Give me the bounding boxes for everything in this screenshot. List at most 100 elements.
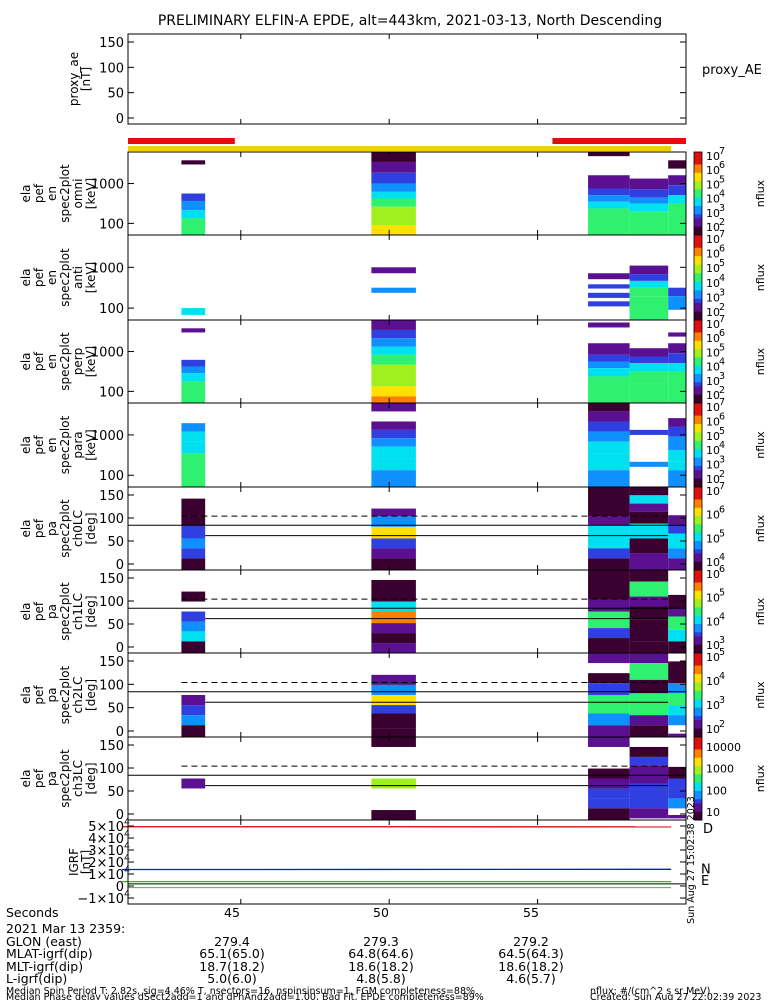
y-axis-label-line: en: [45, 354, 59, 369]
heatmap-cell: [181, 548, 206, 559]
footer-value: 18.6(18.2): [498, 959, 563, 974]
colorbar-label-base: 10: [706, 332, 720, 345]
colorbar-cell: [694, 394, 702, 400]
colorbar-cell: [694, 172, 702, 178]
colorbar-cell: [694, 495, 702, 500]
colorbar-cell: [694, 682, 702, 688]
colorbar-cell: [694, 511, 702, 517]
heatmap-cell: [371, 183, 416, 192]
heatmap-cell: [371, 329, 416, 339]
colorbar-cell: [694, 390, 702, 396]
colorbar-cell: [694, 230, 702, 236]
y-axis-label-line: pef: [32, 267, 46, 287]
heatmap-cell: [371, 429, 416, 439]
colorbar-cell: [694, 357, 702, 362]
y-tick-label: 0: [116, 558, 124, 573]
colorbar-cell: [694, 699, 702, 704]
heatmap-cell: [181, 558, 206, 570]
colorbar-cell: [694, 340, 702, 346]
colorbar-label-exp: 3: [719, 635, 725, 646]
y-tick-label: 1×10: [88, 868, 124, 883]
heatmap-cell: [668, 788, 686, 799]
colorbar-cell: [694, 181, 702, 186]
colorbar-label-exp: 4: [719, 440, 725, 451]
colorbar-cell: [694, 803, 702, 809]
colorbar-cell: [694, 349, 702, 354]
colorbar-cell: [694, 603, 702, 608]
colorbar-cell: [694, 607, 702, 612]
heatmap-cell: [181, 695, 206, 706]
heatmap-cell: [629, 371, 669, 384]
colorbar-cell: [694, 545, 702, 550]
y-tick-label: 150: [99, 36, 124, 51]
colorbar-cell: [694, 185, 702, 190]
y-tick-label: 100: [99, 217, 124, 232]
colorbar-cell: [694, 720, 702, 725]
colorbar-label-exp: 4: [719, 671, 725, 682]
heatmap-cell: [629, 808, 669, 819]
colorbar-cell: [694, 264, 702, 270]
heatmap-cell: [668, 371, 686, 403]
heatmap-cell: [668, 641, 686, 653]
heatmap-cell: [588, 152, 630, 157]
colorbar-cell: [694, 398, 702, 404]
colorbar-cell: [694, 218, 702, 224]
footer-value: 64.5(64.3): [498, 946, 563, 961]
colorbar-label-base: 10: [706, 389, 720, 402]
colorbar-cell: [694, 466, 702, 471]
igrf-label-E: E: [701, 874, 709, 889]
heatmap-cell: [588, 273, 630, 280]
heatmap-cell: [371, 633, 416, 644]
y-axis-label-line: ch2LC: [71, 677, 85, 714]
heatmap-cell: [588, 768, 630, 779]
colorbar-cell: [694, 553, 702, 559]
colorbar-cell: [694, 711, 702, 717]
colorbar-cell: [694, 411, 702, 417]
heatmap-cell: [371, 458, 416, 471]
heatmap-cell: [588, 683, 630, 695]
y-axis-label: ela pef pa spec2plot ch2LC [deg]: [19, 665, 98, 724]
colorbar-label-base: 10: [706, 277, 720, 290]
heatmap-cell: [371, 198, 416, 207]
y-tick-exponent: 4: [124, 829, 130, 840]
colorbar-label-exp: 3: [719, 287, 725, 298]
colorbar-cell: [694, 628, 702, 633]
y-axis-label: ela pef pa spec2plot ch1LC [deg]: [19, 582, 98, 641]
heatmap-cell: [629, 756, 669, 766]
heatmap-cell: [668, 661, 686, 684]
heatmap-cell: [588, 208, 630, 235]
heatmap-cell: [668, 525, 686, 534]
colorbar-label-exp: 5: [719, 647, 725, 658]
panel-frame: [127, 819, 687, 905]
colorbar-cell: [694, 678, 702, 683]
heatmap-cell: [371, 287, 416, 293]
colorbar-cell: [694, 619, 702, 625]
colorbar-label-base: 10: [706, 401, 720, 414]
heatmap-cell: [181, 516, 206, 526]
y-axis-label-line: pa: [45, 771, 59, 786]
heatmap-cell: [668, 426, 686, 437]
heatmap-cell: [371, 386, 416, 397]
colorbar-cell: [694, 152, 702, 157]
fgm-red-bar-left: [128, 138, 235, 144]
colorbar-cell: [694, 273, 702, 278]
footer-value: 4.6(5.7): [506, 971, 556, 986]
colorbar-label-base: 10: [706, 509, 720, 522]
heatmap-cell: [371, 421, 416, 430]
colorbar-title: nflux: [754, 263, 767, 291]
colorbar-cell: [694, 156, 702, 161]
y-axis-label-line: [deg]: [84, 596, 98, 628]
footer-group: Seconds 45 50 55 2021 Mar 13 2359:GLON (east…: [6, 796, 761, 1000]
heatmap-cell: [629, 511, 669, 524]
y-tick-label: 100: [99, 512, 124, 527]
y-axis-label-line: [deg]: [84, 679, 98, 711]
heatmap-cell: [181, 538, 206, 549]
y-axis-label-line: ela: [19, 686, 33, 704]
colorbar-cell: [694, 226, 702, 232]
colorbar-label-exp: 5: [719, 426, 725, 437]
y-axis-label-line: para: [71, 431, 85, 458]
heatmap-cell: [668, 450, 686, 462]
y-axis-label-line: ch3LC: [71, 760, 85, 797]
